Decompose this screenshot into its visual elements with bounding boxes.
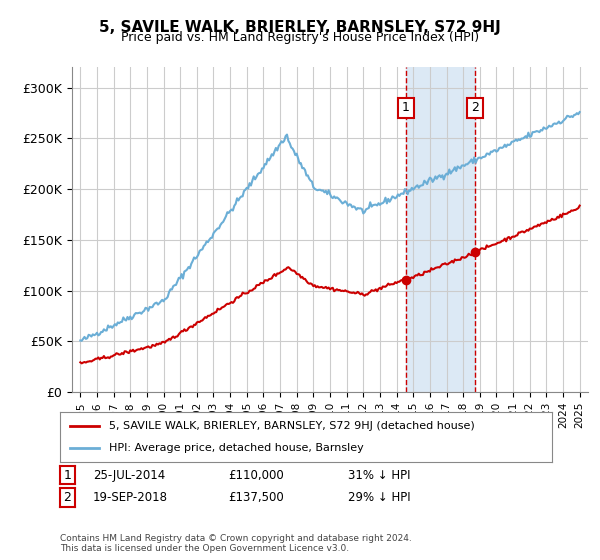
Text: £137,500: £137,500 <box>228 491 284 505</box>
Text: 31% ↓ HPI: 31% ↓ HPI <box>348 469 410 482</box>
Text: 29% ↓ HPI: 29% ↓ HPI <box>348 491 410 505</box>
Text: 5, SAVILE WALK, BRIERLEY, BARNSLEY, S72 9HJ: 5, SAVILE WALK, BRIERLEY, BARNSLEY, S72 … <box>99 20 501 35</box>
Text: Contains HM Land Registry data © Crown copyright and database right 2024.
This d: Contains HM Land Registry data © Crown c… <box>60 534 412 553</box>
Text: 25-JUL-2014: 25-JUL-2014 <box>93 469 165 482</box>
Text: 1: 1 <box>64 469 71 482</box>
Bar <box>406 67 475 392</box>
Text: Price paid vs. HM Land Registry's House Price Index (HPI): Price paid vs. HM Land Registry's House … <box>121 31 479 44</box>
Text: HPI: Average price, detached house, Barnsley: HPI: Average price, detached house, Barn… <box>109 443 364 453</box>
Text: 2: 2 <box>471 101 479 114</box>
Text: 19-SEP-2018: 19-SEP-2018 <box>93 491 168 505</box>
Text: 1: 1 <box>402 101 410 114</box>
Text: 2: 2 <box>64 491 71 504</box>
Text: £110,000: £110,000 <box>228 469 284 482</box>
Text: 5, SAVILE WALK, BRIERLEY, BARNSLEY, S72 9HJ (detached house): 5, SAVILE WALK, BRIERLEY, BARNSLEY, S72 … <box>109 421 475 431</box>
